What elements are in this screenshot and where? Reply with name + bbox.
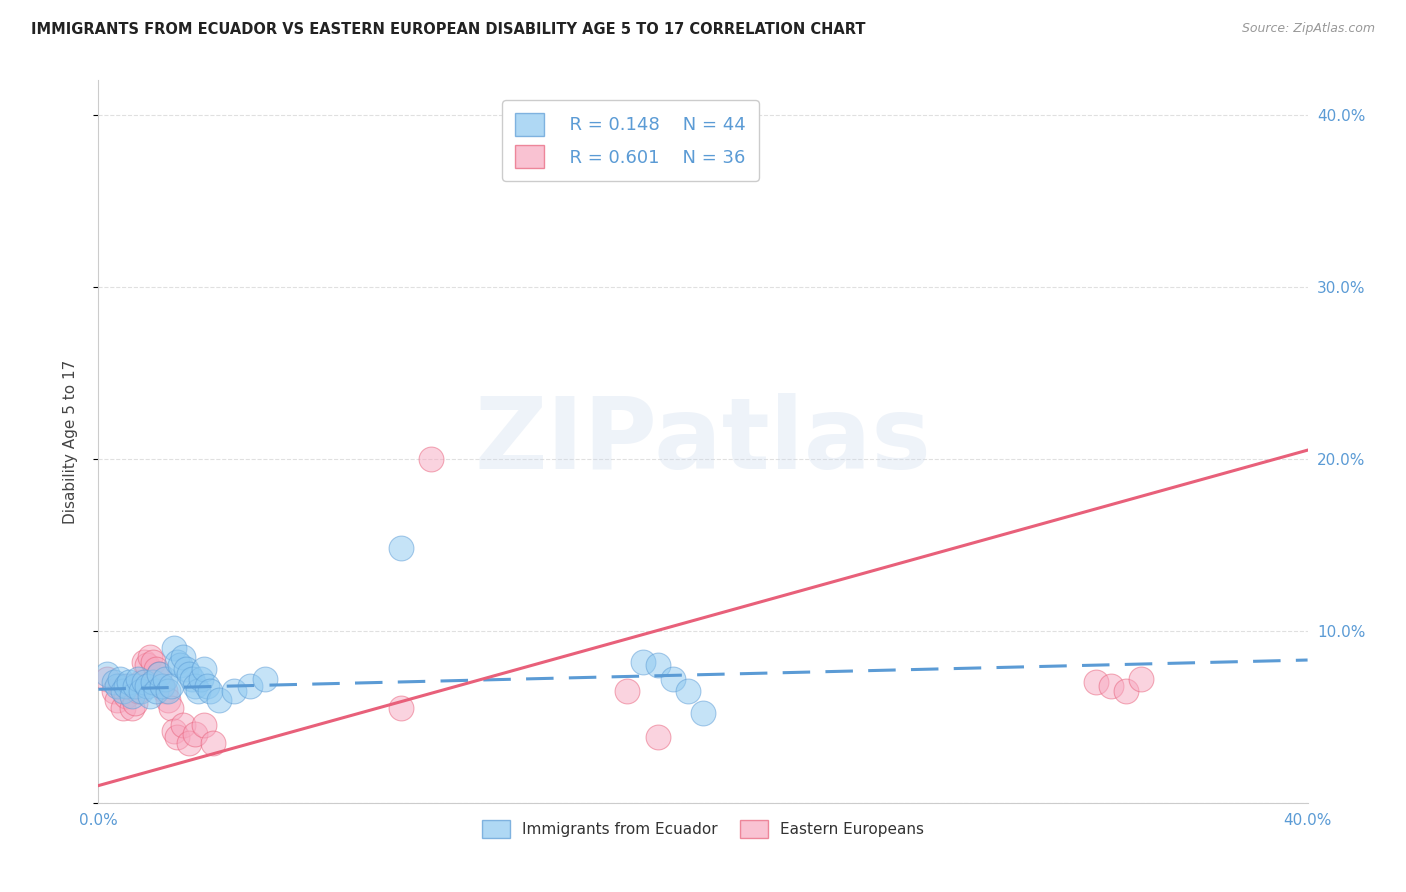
Point [179,666,201,681]
Point [1085,675,1108,690]
Point [184,679,207,693]
Point [692,706,714,721]
Point [153,684,176,698]
Point [118,675,141,690]
Point [145,684,167,698]
Point [193,662,215,676]
Point [160,679,183,693]
Point [108,679,131,693]
Point [103,684,125,698]
Point [389,701,412,715]
Point [208,692,231,706]
Point [108,672,131,686]
Point [129,675,152,690]
Point [96,666,118,681]
Text: ZIPatlas: ZIPatlas [475,393,931,490]
Point [127,672,149,686]
Point [118,679,141,693]
Point [150,679,173,693]
Legend: Immigrants from Ecuador, Eastern Europeans: Immigrants from Ecuador, Eastern Europea… [474,813,932,846]
Point [127,684,149,698]
Point [420,451,443,466]
Point [105,679,128,693]
Point [105,692,128,706]
Point [148,666,170,681]
Point [184,727,207,741]
Point [253,672,276,686]
Point [200,684,222,698]
Point [647,658,669,673]
Point [166,655,188,669]
Point [166,731,188,745]
Point [150,679,173,693]
Point [142,655,165,669]
Point [193,718,215,732]
Point [121,689,143,703]
Point [160,701,183,715]
Point [647,731,669,745]
Point [224,684,246,698]
Point [121,701,143,715]
Point [676,684,699,698]
Point [202,735,225,749]
Point [139,649,162,664]
Text: Source: ZipAtlas.com: Source: ZipAtlas.com [1241,22,1375,36]
Point [156,692,179,706]
Point [124,696,146,710]
Point [96,672,118,686]
Point [1130,672,1153,686]
Point [631,655,654,669]
Point [124,679,146,693]
Point [163,723,186,738]
Point [190,672,212,686]
Point [135,679,157,693]
Point [174,662,197,676]
Point [114,689,136,703]
Point [142,675,165,690]
Point [179,735,201,749]
Text: IMMIGRANTS FROM ECUADOR VS EASTERN EUROPEAN DISABILITY AGE 5 TO 17 CORRELATION C: IMMIGRANTS FROM ECUADOR VS EASTERN EUROP… [31,22,866,37]
Point [111,684,134,698]
Point [132,655,155,669]
Point [111,701,134,715]
Point [145,662,167,676]
Point [169,658,191,673]
Point [1099,679,1122,693]
Point [187,684,209,698]
Y-axis label: Disability Age 5 to 17: Disability Age 5 to 17 [63,359,77,524]
Point [103,675,125,690]
Point [239,679,262,693]
Point [156,684,179,698]
Point [129,684,152,698]
Point [616,684,638,698]
Point [148,666,170,681]
Point [132,675,155,690]
Point [389,541,412,556]
Point [661,672,683,686]
Point [172,718,194,732]
Point [114,679,136,693]
Point [1115,684,1137,698]
Point [139,689,162,703]
Point [181,672,204,686]
Point [195,679,218,693]
Point [153,672,176,686]
Point [135,658,157,673]
Point [163,640,186,655]
Point [172,649,194,664]
